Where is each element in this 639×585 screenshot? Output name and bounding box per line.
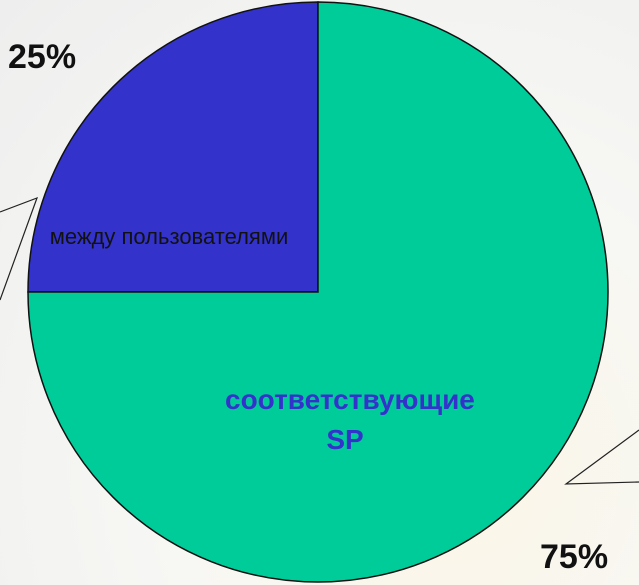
slice-label: между пользователями bbox=[49, 224, 289, 249]
slice-label: соответствующие SP bbox=[225, 384, 475, 455]
pie-slice bbox=[27, 1, 609, 583]
pie-slice bbox=[27, 1, 319, 293]
value-label: 25% bbox=[8, 38, 77, 76]
callout bbox=[0, 196, 639, 485]
value-label: 75% bbox=[540, 538, 609, 576]
